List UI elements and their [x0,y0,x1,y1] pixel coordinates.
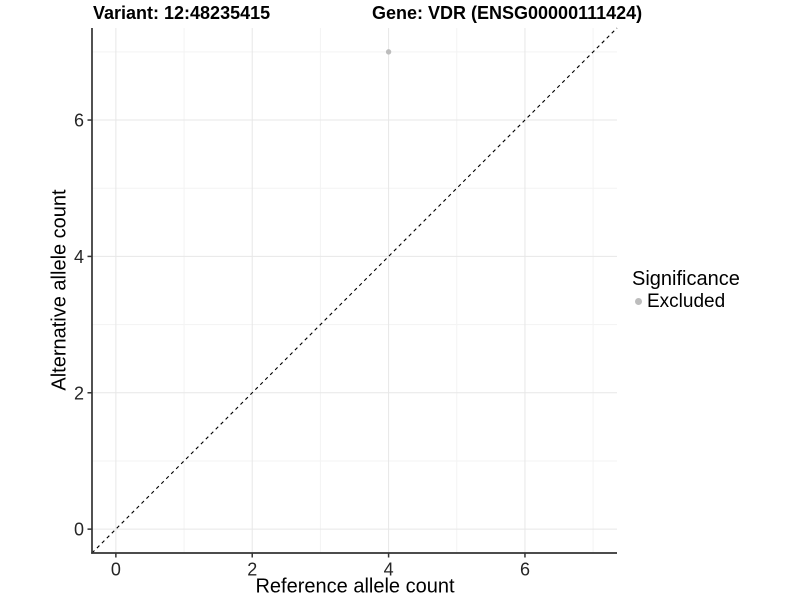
x-tick-label: 4 [384,560,394,580]
excluded-point-swatch [635,298,642,305]
y-tick-label: 0 [74,520,84,540]
y-tick-label: 2 [74,383,84,403]
gene-title: Gene: VDR (ENSG00000111424) [372,3,643,23]
identity-line [91,27,618,554]
x-tick-label: 6 [520,560,530,580]
legend: Significance Excluded [632,268,740,312]
x-axis-title: Reference allele count [255,575,455,598]
legend-title: Significance [632,268,740,290]
x-tick-label: 0 [111,560,121,580]
x-tick-label: 2 [247,560,257,580]
variant-title: Variant: 12:48235415 [93,3,271,23]
legend-item-label: Excluded [647,291,726,312]
y-tick-label: 6 [74,111,84,131]
legend-item-excluded: Excluded [632,291,740,312]
data-point [385,49,392,55]
y-axis-title: Alternative allele count [48,189,71,391]
y-tick-label: 4 [74,247,84,267]
